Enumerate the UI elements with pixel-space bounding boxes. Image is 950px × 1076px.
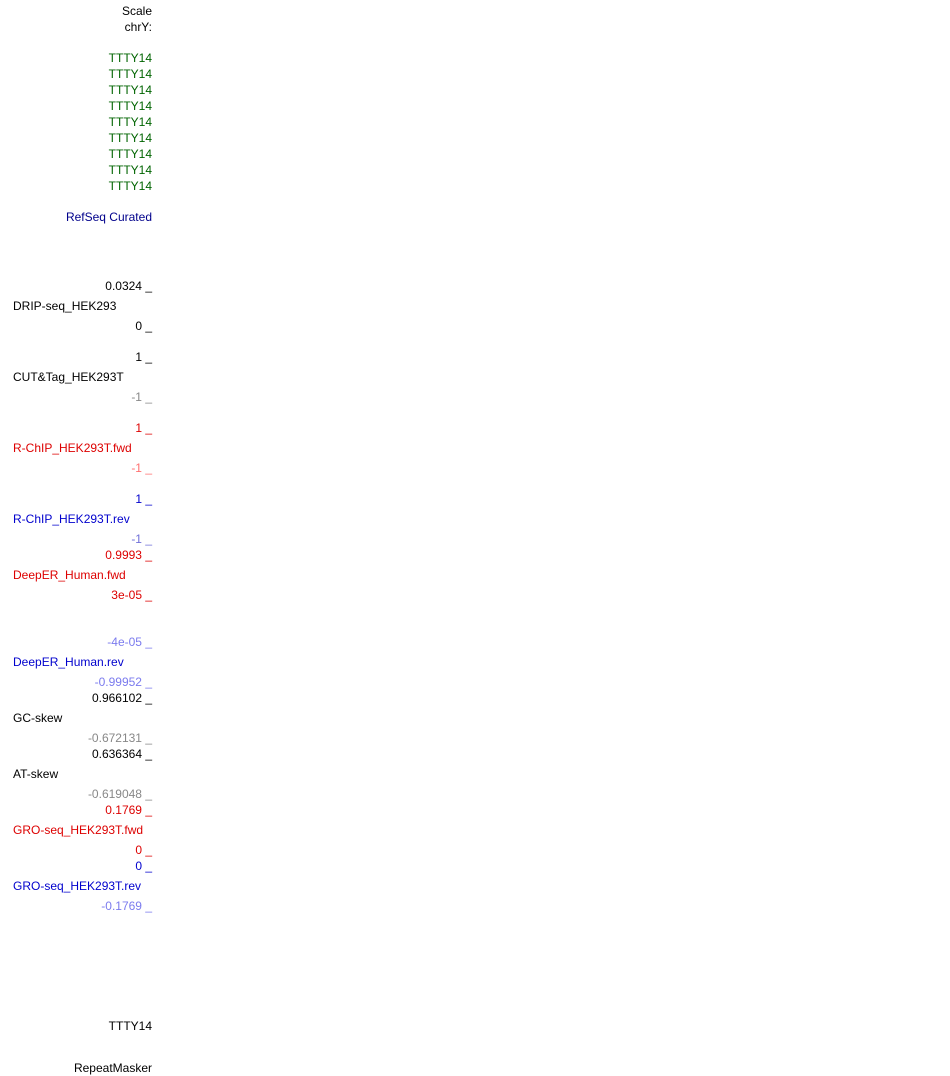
gene-item-label[interactable]: TTTY14	[108, 51, 152, 65]
rchip-fwd-min-value: -1 _	[131, 461, 152, 475]
chrom-position-label: chrY:	[124, 20, 152, 34]
gc-skew-max-value: 0.966102 _	[91, 691, 152, 705]
deeper-fwd-track-label[interactable]: DeepER_Human.fwd	[13, 568, 126, 582]
deeper-rev-min-value: -0.99952 _	[94, 675, 152, 689]
gene-item-label[interactable]: TTTY14	[108, 83, 152, 97]
gro-seq-fwd-max-value: 0.1769 _	[105, 803, 152, 817]
cuttag-track-label[interactable]: CUT&Tag_HEK293T	[13, 370, 124, 384]
gc-skew-track-label[interactable]: GC-skew	[13, 711, 63, 725]
refseq-track-label[interactable]: RefSeq Curated	[65, 210, 152, 224]
deeper-fwd-min-value: 3e-05 _	[111, 588, 152, 602]
rchip-rev-min-value: -1 _	[131, 532, 152, 546]
at-skew-min-value: -0.619048 _	[87, 787, 152, 801]
gene-item-label[interactable]: TTTY14	[108, 163, 152, 177]
deeper-rev-track-label[interactable]: DeepER_Human.rev	[13, 655, 124, 669]
gene-item-label[interactable]: TTTY14	[108, 67, 152, 81]
drip-seq-max-value: 0.0324 _	[105, 279, 152, 293]
at-skew-track-label[interactable]: AT-skew	[13, 767, 59, 781]
cuttag-max-value: 1 _	[135, 350, 152, 364]
bottom-gene-label[interactable]: TTTY14	[108, 1019, 152, 1033]
gc-skew-min-value: -0.672131 _	[87, 731, 152, 745]
repeatmasker-track-label[interactable]: RepeatMasker	[73, 1061, 152, 1075]
gro-seq-fwd-track-label[interactable]: GRO-seq_HEK293T.fwd	[13, 823, 144, 837]
deeper-fwd-max-value: 0.9993 _	[105, 548, 152, 562]
gro-seq-rev-track-label[interactable]: GRO-seq_HEK293T.rev	[13, 879, 142, 893]
gro-seq-rev-min-value: -0.1769 _	[101, 899, 152, 913]
cuttag-min-value: -1 _	[131, 390, 152, 404]
gro-seq-fwd-min-value: 0 _	[135, 843, 152, 857]
rchip-fwd-track-label[interactable]: R-ChIP_HEK293T.fwd	[13, 441, 132, 455]
gene-item-label[interactable]: TTTY14	[108, 131, 152, 145]
scale-label: Scale	[121, 4, 152, 18]
rchip-fwd-max-value: 1 _	[135, 421, 152, 435]
deeper-rev-max-value: -4e-05 _	[107, 635, 152, 649]
gene-item-label[interactable]: TTTY14	[108, 179, 152, 193]
drip-seq-min-value: 0 _	[135, 319, 152, 333]
at-skew-max-value: 0.636364 _	[91, 747, 152, 761]
gro-seq-rev-max-value: 0 _	[135, 859, 152, 873]
gene-item-label[interactable]: TTTY14	[108, 99, 152, 113]
drip-seq-track-label[interactable]: DRIP-seq_HEK293	[13, 299, 117, 313]
rchip-rev-track-label[interactable]: R-ChIP_HEK293T.rev	[13, 512, 130, 526]
gene-item-label[interactable]: TTTY14	[108, 147, 152, 161]
gene-item-label[interactable]: TTTY14	[108, 115, 152, 129]
rchip-rev-max-value: 1 _	[135, 492, 152, 506]
